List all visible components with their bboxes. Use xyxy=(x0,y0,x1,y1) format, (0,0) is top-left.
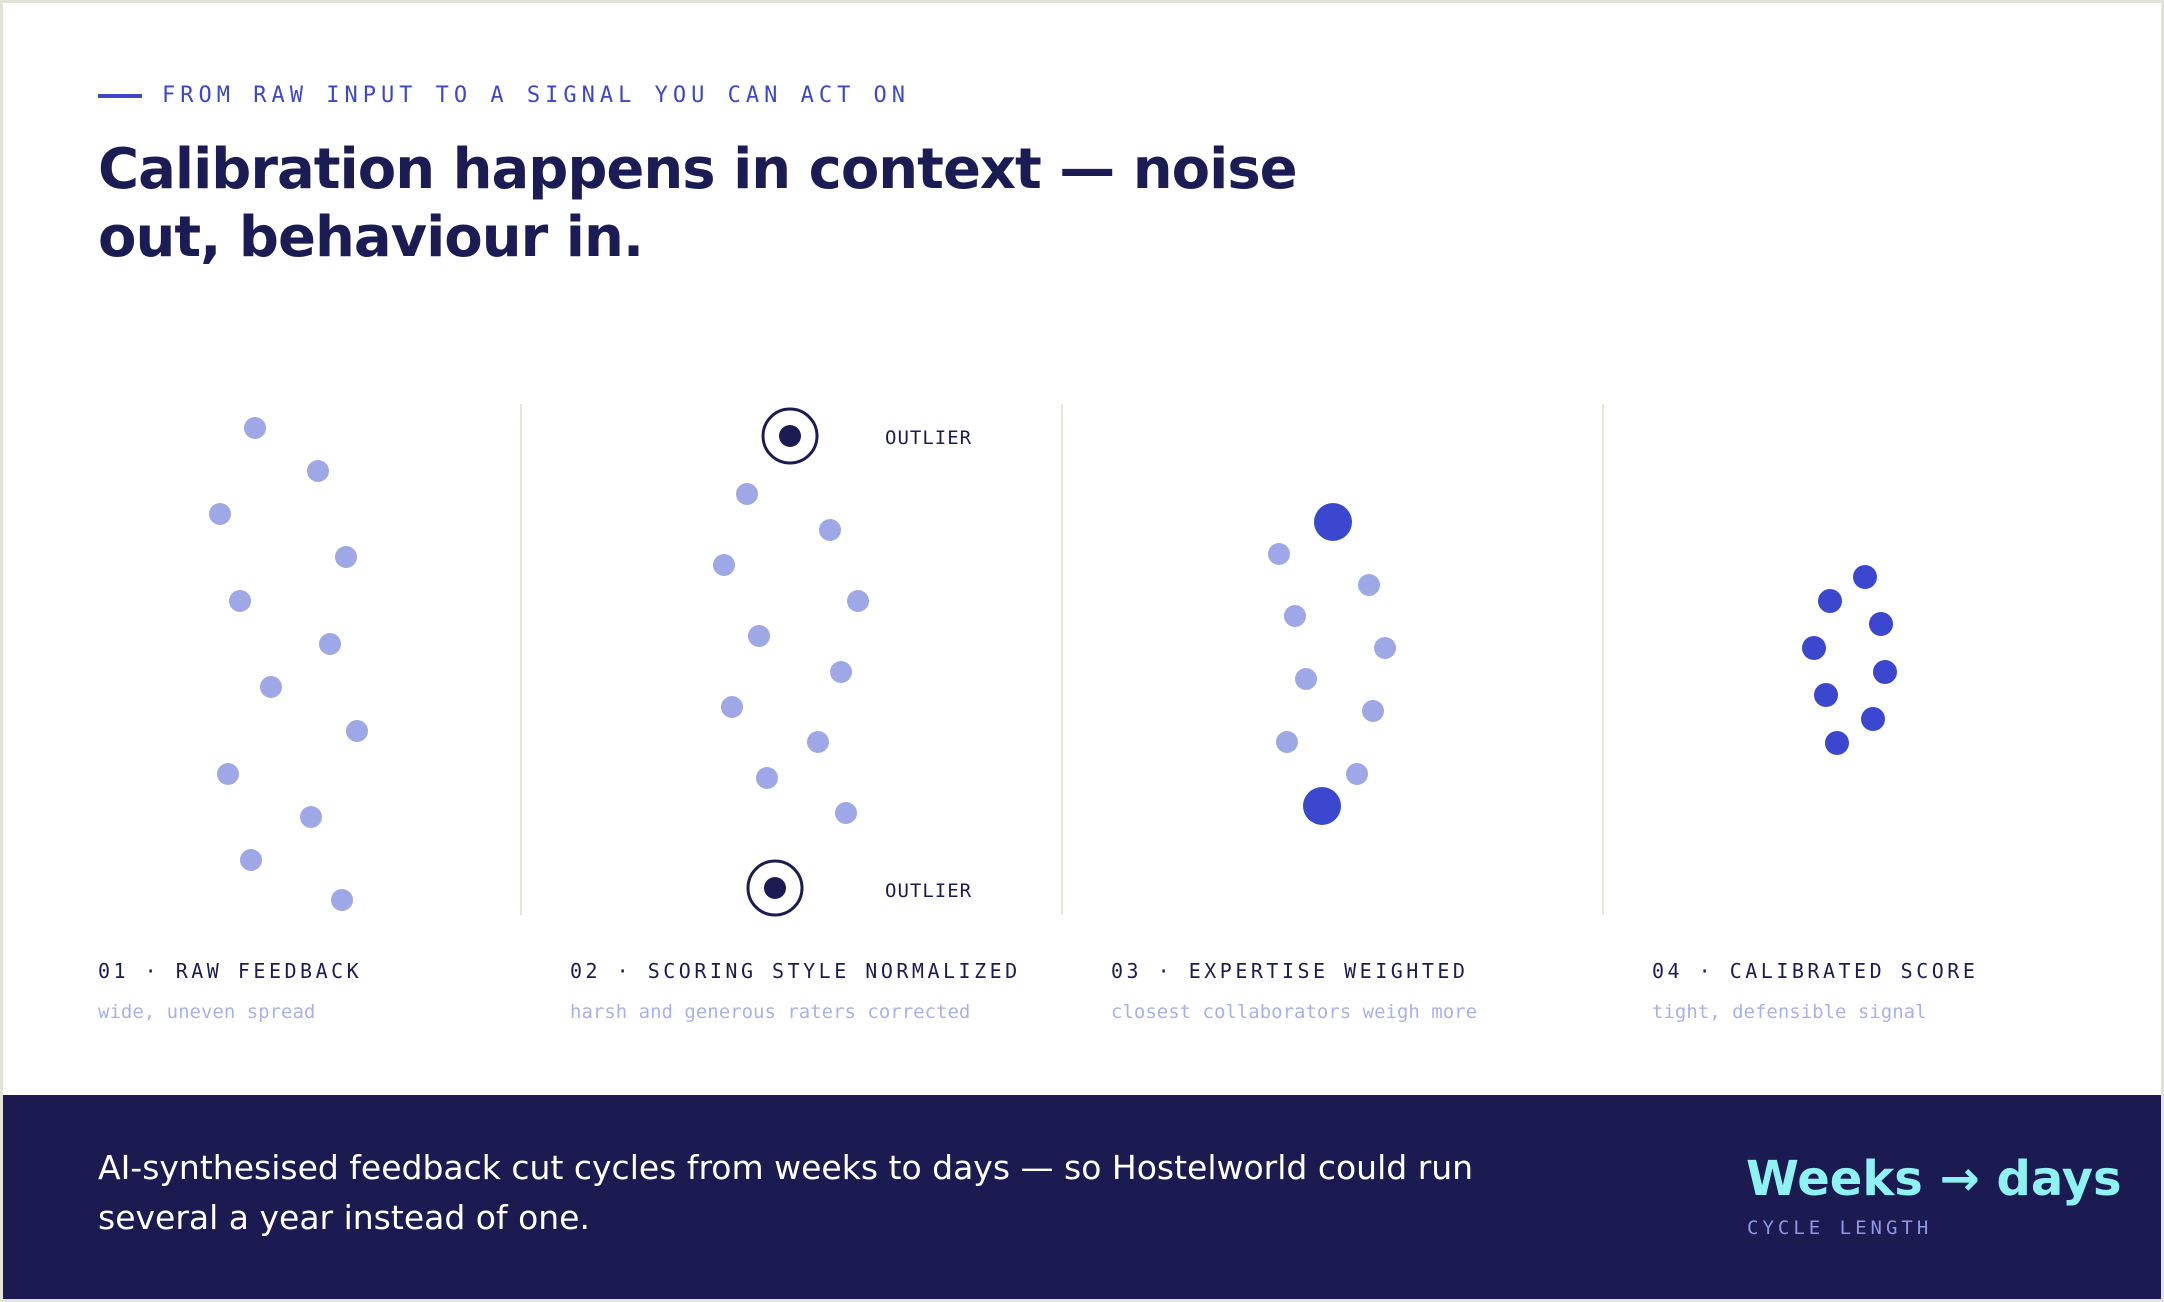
stage-1-dot xyxy=(335,546,357,568)
outlier-label-top: OUTLIER xyxy=(885,427,972,449)
stage-3-dot xyxy=(1268,543,1290,565)
stage-dividers xyxy=(520,404,1604,915)
stage-3-label: 03 · EXPERTISE WEIGHTED xyxy=(1111,959,1469,983)
outlier-markers: OUTLIER OUTLIER xyxy=(746,407,972,917)
stage-1-dot xyxy=(217,763,239,785)
stage-2-dot xyxy=(756,767,778,789)
stage-2-caption: harsh and generous raters corrected xyxy=(570,1001,971,1023)
outlier-label-bottom: OUTLIER xyxy=(885,880,972,902)
stage-1-dot xyxy=(240,849,262,871)
stage-1-dot xyxy=(209,503,231,525)
stage-1-dot xyxy=(346,720,368,742)
stage-1-dot xyxy=(300,806,322,828)
stage-1-dot xyxy=(244,417,266,439)
stage-2-dot xyxy=(819,519,841,541)
outlier-dot xyxy=(779,425,801,447)
stage-4-dot xyxy=(1825,731,1849,755)
stage-4-dot xyxy=(1818,589,1842,613)
stage-2-dot xyxy=(835,802,857,824)
stage-3-dot xyxy=(1314,503,1352,541)
stage-2-dot xyxy=(847,590,869,612)
eyebrow-rule xyxy=(98,94,142,98)
feedback-dots xyxy=(209,417,1897,911)
stage-3-dot xyxy=(1303,787,1341,825)
stage-3-dot xyxy=(1346,763,1368,785)
stage-1-label: 01 · RAW FEEDBACK xyxy=(98,959,363,983)
cycle-length-stat: Weeks → days xyxy=(1746,1151,2122,1207)
stage-3-dot xyxy=(1358,574,1380,596)
outlier-dot xyxy=(764,877,786,899)
stage-2-dot xyxy=(736,483,758,505)
stage-4-dot xyxy=(1814,683,1838,707)
stage-3-dot xyxy=(1276,731,1298,753)
stage-1-dot xyxy=(331,889,353,911)
stage-2-label: 02 · SCORING STYLE NORMALIZED xyxy=(570,959,1021,983)
stage-2-dot xyxy=(721,696,743,718)
eyebrow: FROM RAW INPUT TO A SIGNAL YOU CAN ACT O… xyxy=(98,82,910,110)
stage-2-dot xyxy=(748,625,770,647)
stage-2-dot xyxy=(830,661,852,683)
stage-4-dot xyxy=(1802,636,1826,660)
stage-4-caption: tight, defensible signal xyxy=(1652,1001,1927,1023)
cycle-length-label: CYCLE LENGTH xyxy=(1747,1217,1933,1239)
stage-4-dot xyxy=(1861,707,1885,731)
stage-1-dot xyxy=(319,633,341,655)
stage-3-dot xyxy=(1362,700,1384,722)
stage-4-dot xyxy=(1869,612,1893,636)
stage-4-dot xyxy=(1873,660,1897,684)
stage-3-dot xyxy=(1295,668,1317,690)
summary-text: AI-synthesised feedback cut cycles from … xyxy=(98,1148,1474,1237)
stage-2-dot xyxy=(807,731,829,753)
outlier-marker-bottom: OUTLIER xyxy=(746,859,972,917)
stage-1-dot xyxy=(260,676,282,698)
eyebrow-text: FROM RAW INPUT TO A SIGNAL YOU CAN ACT O… xyxy=(162,83,911,108)
page-title: Calibration happens in context — noise o… xyxy=(98,137,1298,270)
stage-1-dot xyxy=(229,590,251,612)
stage-3-dot xyxy=(1284,605,1306,627)
stage-4-dot xyxy=(1853,565,1877,589)
summary-band: AI-synthesised feedback cut cycles from … xyxy=(3,1095,2161,1299)
stage-3-caption: closest collaborators weigh more xyxy=(1111,1001,1478,1023)
stage-3-dot xyxy=(1374,637,1396,659)
stage-1-dot xyxy=(307,460,329,482)
outlier-marker-top: OUTLIER xyxy=(761,407,972,465)
stage-2-dot xyxy=(713,554,735,576)
stage-4-label: 04 · CALIBRATED SCORE xyxy=(1652,959,1979,983)
stage-1-caption: wide, uneven spread xyxy=(98,1001,316,1023)
